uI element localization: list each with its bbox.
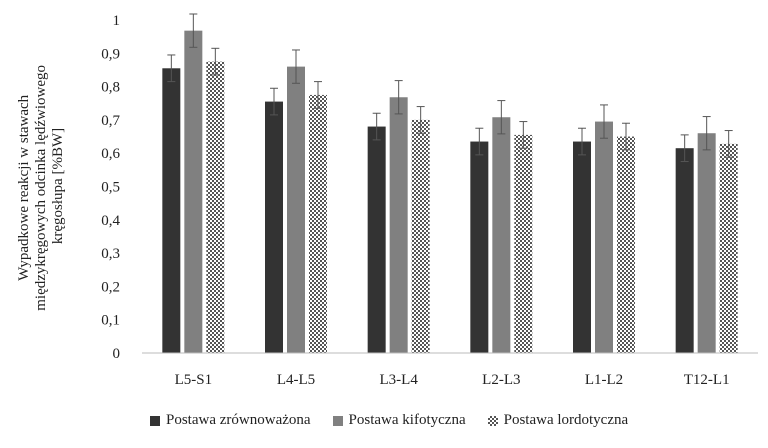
error-bar: [189, 13, 198, 48]
error-bar: [600, 104, 608, 139]
legend-item-lordotyczna: Postawa lordotyczna: [487, 412, 629, 429]
y-tick-label: 0,7: [101, 113, 120, 129]
error-bar: [680, 134, 689, 163]
error-bar: [724, 130, 733, 158]
bar: [617, 136, 635, 353]
x-tick-label: L3-L4: [380, 372, 419, 388]
error-bars: [167, 13, 733, 163]
legend-swatch-zrownowazona: [150, 415, 160, 426]
legend-label-kifotyczna: Postawa kifotyczna: [348, 412, 466, 428]
y-tick-label: 0: [113, 346, 121, 362]
error-bar: [270, 87, 278, 116]
bar: [287, 66, 305, 354]
bar: [162, 68, 181, 353]
bar: [367, 126, 386, 353]
bar: [514, 134, 533, 353]
error-bar: [519, 121, 528, 149]
bar: [719, 143, 738, 353]
y-tick-label: 0,9: [101, 46, 120, 62]
error-bar: [497, 100, 506, 135]
bar: [309, 94, 327, 354]
y-tick-label: 0,5: [101, 180, 120, 196]
bar: [411, 119, 430, 354]
error-bar: [416, 106, 425, 134]
bar: [675, 148, 694, 353]
bars: [162, 30, 738, 354]
y-tick-label: 0,4: [101, 213, 120, 229]
y-tick-label: 0,8: [101, 80, 120, 96]
bar: [573, 141, 591, 353]
legend-label-lordotyczna: Postawa lordotyczna: [503, 412, 629, 428]
legend-swatch-kifotyczna: [332, 415, 343, 426]
y-tick-label: 0,1: [101, 313, 120, 329]
bar: [595, 121, 613, 353]
legend: Postawa zrównoważona Postawa kifotyczna …: [150, 412, 760, 429]
y-axis-label: Wypadkowe reakcji w stawach międzykręgow…: [16, 61, 66, 311]
y-axis-label-line-1: Wypadkowe reakcji w stawach: [16, 94, 32, 281]
chart: Wypadkowe reakcji w stawach międzykręgow…: [16, 13, 758, 388]
error-bar: [394, 80, 403, 115]
bar: [389, 97, 408, 353]
bar: [697, 133, 716, 353]
x-tick-label: L2-L3: [482, 372, 520, 388]
y-axis-label-line-3: kręgosłupa [%BW]: [50, 128, 66, 244]
legend-item-kifotyczna: Postawa kifotyczna: [332, 412, 466, 429]
y-tick-label: 0,2: [101, 279, 120, 295]
bar: [492, 117, 511, 354]
error-bar: [211, 47, 220, 76]
bar: [184, 30, 203, 353]
x-tick-labels: L5-S1 L4-L5 L3-L4 L2-L3 L1-L2 T12-L1: [175, 372, 730, 388]
bar: [265, 101, 283, 354]
legend-label-zrownowazona: Postawa zrównoważona: [166, 412, 311, 428]
x-tick-label: L4-L5: [277, 372, 315, 388]
x-tick-label: L5-S1: [175, 372, 213, 388]
error-bar: [475, 127, 484, 156]
y-tick-labels: 0 0,1 0,2 0,3 0,4 0,5 0,6 0,7 0,8 0,9 1: [101, 13, 120, 362]
error-bar: [622, 122, 630, 151]
error-bar: [314, 81, 322, 109]
bar: [470, 141, 489, 353]
y-tick-label: 0,3: [101, 246, 120, 262]
x-tick-label: L1-L2: [585, 372, 623, 388]
error-bar: [292, 49, 300, 84]
legend-swatch-lordotyczna: [487, 415, 498, 426]
y-axis-label-line-2: międzykręgowych odcinka lędźwiowego: [33, 65, 49, 311]
x-tick-label: T12-L1: [684, 372, 730, 388]
y-tick-label: 1: [113, 13, 121, 29]
error-bar: [167, 54, 176, 83]
error-bar: [702, 116, 711, 151]
error-bar: [578, 127, 586, 156]
legend-item-zrownowazona: Postawa zrównoważona: [150, 412, 311, 429]
error-bar: [372, 112, 381, 141]
bar: [206, 61, 225, 353]
y-tick-label: 0,6: [101, 146, 120, 162]
